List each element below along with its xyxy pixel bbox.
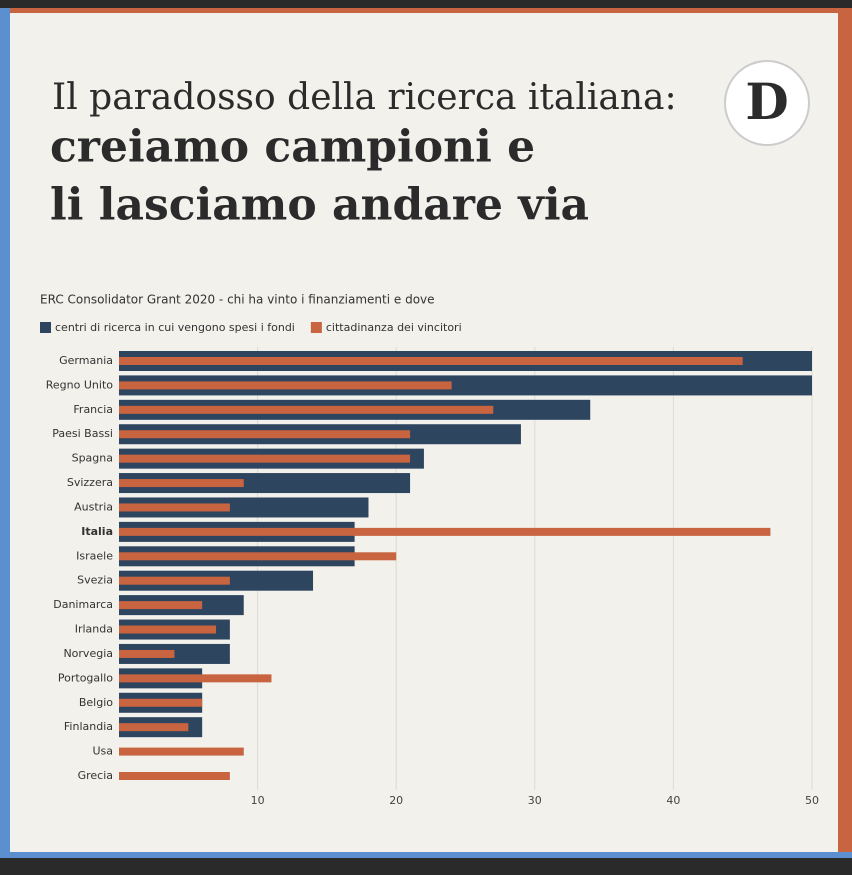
- bar: [119, 381, 452, 390]
- y-tick-label: Israele: [76, 549, 113, 562]
- logo: [724, 60, 810, 146]
- legend-label: cittadinanza dei vincitori: [326, 321, 462, 334]
- legend-swatch: [310, 322, 322, 333]
- logo-text: D: [745, 72, 788, 131]
- bar: [119, 601, 203, 610]
- bar: [119, 674, 272, 683]
- bar: [119, 772, 230, 780]
- y-tick-label: Norvegia: [63, 647, 113, 660]
- bar: [119, 723, 189, 732]
- y-tick-label: Belgio: [79, 696, 113, 709]
- title-line: Il paradosso della ricerca italiana:: [52, 77, 677, 118]
- y-tick-label: Grecia: [78, 769, 113, 782]
- x-tick-label: 30: [528, 794, 542, 807]
- right-border: [838, 8, 852, 858]
- bar: [119, 405, 494, 414]
- bar: [119, 625, 217, 634]
- legend-label: centri di ricerca in cui vengono spesi i…: [55, 321, 295, 334]
- bar: [119, 552, 397, 561]
- bar: [119, 454, 411, 463]
- bar: [119, 698, 203, 707]
- bar: [119, 473, 411, 494]
- y-tick-label: Danimarca: [53, 598, 113, 611]
- bar: [119, 649, 175, 658]
- y-tick-label: Regno Unito: [46, 378, 113, 391]
- bar: [119, 479, 244, 488]
- top-border: [0, 8, 852, 13]
- y-tick-label: Finlandia: [64, 720, 113, 733]
- bar: [119, 497, 369, 518]
- chart-title: ERC Consolidator Grant 2020 - chi ha vin…: [40, 293, 435, 307]
- bar: [119, 430, 411, 439]
- x-tick-label: 50: [805, 794, 819, 807]
- title-line: li lasciamo andare via: [50, 180, 589, 231]
- y-tick-label: Germania: [59, 354, 113, 367]
- bar: [119, 527, 771, 536]
- y-tick-label: Francia: [73, 403, 113, 416]
- y-tick-label: Paesi Bassi: [52, 427, 113, 440]
- bar: [119, 503, 230, 512]
- bar: [119, 576, 230, 585]
- bar: [119, 375, 812, 396]
- legend-swatch: [40, 322, 51, 333]
- y-tick-label: Svezia: [77, 574, 113, 587]
- title-line: creiamo campioni e: [50, 122, 535, 173]
- y-tick-label: Svizzera: [67, 476, 113, 489]
- left-border: [0, 8, 10, 858]
- bar: [119, 747, 244, 756]
- y-tick-label: Italia: [81, 525, 113, 538]
- y-tick-label: Usa: [92, 745, 113, 758]
- y-tick-label: Austria: [74, 500, 113, 513]
- y-tick-label: Irlanda: [75, 623, 113, 636]
- x-tick-label: 40: [666, 794, 680, 807]
- y-tick-label: Portogallo: [58, 671, 113, 684]
- bar: [119, 357, 743, 365]
- x-tick-label: 10: [251, 794, 265, 807]
- y-tick-label: Spagna: [72, 452, 113, 465]
- x-tick-label: 20: [389, 794, 403, 807]
- bottom-border: [0, 852, 852, 858]
